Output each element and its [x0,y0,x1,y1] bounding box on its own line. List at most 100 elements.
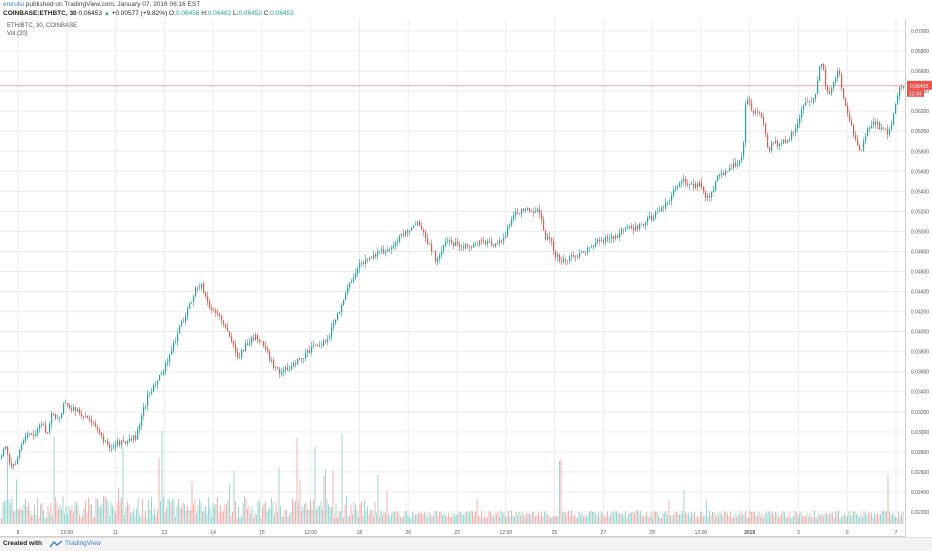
x-tick-label: 5 [846,530,849,536]
volume-bar [557,515,559,524]
volume-bar [425,513,427,524]
candle-body [183,321,185,323]
candle-body [721,172,723,175]
candle-body [539,209,541,214]
volume-bar [509,517,511,524]
candle-body [211,307,213,310]
candle-body [687,183,689,186]
tradingview-link[interactable]: TradingView [65,540,101,547]
candle-body [373,254,375,259]
candle-body [133,435,135,440]
candle-body [501,240,503,242]
volume-bar [818,513,820,524]
volume-bar [148,500,149,524]
volume-bar [712,512,713,524]
candle-body [555,250,557,257]
volume-bar [37,498,38,524]
volume-bar [706,499,707,524]
volume-bar [427,517,428,524]
volume-bar [755,515,757,524]
candle-body [867,128,869,137]
candle-body [129,438,131,442]
candle-body [903,86,905,88]
series-legend[interactable]: ETH/BTC, 30, COINBASE [7,23,78,29]
candle-body [299,358,301,359]
volume-bar [269,509,271,524]
volume-bar [400,517,401,524]
volume-bar [493,516,494,524]
candle-body [435,251,437,262]
volume-bar [761,513,763,524]
candle-body [441,250,443,256]
volume-bar [662,513,664,524]
volume-bar [410,517,412,524]
volume-bar [758,511,760,524]
candle-body [531,211,533,212]
volume-bar [446,516,448,524]
volume-bar [494,513,496,524]
volume-bar [586,516,587,524]
volume-bar [467,511,469,524]
candle-body [713,190,715,193]
volume-bar [406,510,407,524]
volume-bar [736,516,737,524]
volume-bar [565,513,566,524]
volume-bar [169,499,170,524]
candle-body [473,244,475,248]
volume-bar [619,513,620,524]
candle-body [883,127,885,129]
volume-bar [598,512,599,524]
candle-body [841,74,843,89]
volume-bar [305,502,307,524]
candle-body [875,121,877,125]
volume-bar [601,511,602,524]
volume-bar [665,510,667,524]
candlestick-chart[interactable]: 0.070000.068000.066000.064000.062000.060… [0,19,932,537]
candle-body [623,229,625,231]
volume-bar [34,504,35,524]
candle-body [267,349,269,352]
candle-body [865,136,867,141]
candle-body [585,251,587,253]
y-tick-label: 0.05600 [911,169,929,175]
candle-body [465,244,467,249]
volume-bar [611,512,613,524]
candle-body [311,346,313,353]
volume-bar [727,513,728,524]
volume-bar [763,517,764,524]
candle-body [219,313,221,316]
x-tick-label: 7 [895,530,898,536]
author-link[interactable]: emrulsi [3,1,24,8]
candle-body [491,241,493,245]
y-tick-label: 0.04000 [911,330,929,336]
volume-bar [808,516,809,524]
volume-bar [218,512,220,524]
candle-body [403,234,405,235]
volume-bar [160,501,161,524]
volume-bar [431,516,433,524]
candle-body [625,228,627,231]
volume-bar [497,511,499,524]
volume-bar [428,512,430,524]
volume-bar [41,502,43,524]
volume-legend[interactable]: Vol (20) [7,31,28,37]
volume-bar [547,514,548,524]
candle-body [577,256,579,258]
candle-body [391,247,393,250]
volume-bar [20,506,22,524]
volume-bar [499,516,500,524]
candle-body [673,189,675,196]
volume-bar [823,515,824,524]
up-triangle-icon: ▲ [103,11,110,17]
candle-body [379,251,381,252]
candle-body [563,259,565,262]
volume-bar [659,517,661,524]
volume-bar [725,511,727,524]
volume-bar [296,437,298,524]
volume-bar [835,511,836,524]
volume-bar [584,514,586,524]
candle-body [849,113,851,121]
volume-bar [757,516,758,524]
volume-bar [209,506,211,524]
candle-body [161,374,163,375]
